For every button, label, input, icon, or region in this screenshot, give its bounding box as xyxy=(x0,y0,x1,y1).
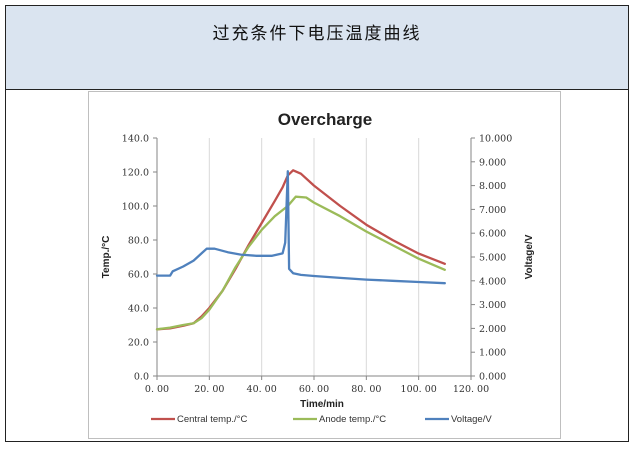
y-right-tick-label: 8.000 xyxy=(479,181,506,192)
y-right-tick-label: 1.000 xyxy=(479,348,506,359)
x-tick-label: 0. 00 xyxy=(145,384,169,395)
y-right-tick-label: 9.000 xyxy=(479,157,506,168)
caption-title: 过充条件下电压温度曲线 xyxy=(212,24,422,44)
y-left-axis-label: Temp./°C xyxy=(101,236,112,279)
y-right-tick-label: 3.000 xyxy=(479,300,506,311)
y-left-tick-label: 80.0 xyxy=(128,236,149,247)
legend-label-2: Voltage/V xyxy=(451,414,492,425)
y-left-tick-label: 120.0 xyxy=(122,168,149,179)
caption-row: 过充条件下电压温度曲线 xyxy=(6,6,628,90)
y-right-tick-label: 7.000 xyxy=(479,205,506,216)
y-right-axis-label: Voltage/V xyxy=(524,234,535,279)
legend-label-1: Anode temp./°C xyxy=(319,414,386,425)
legend: Central temp./°C Anode temp./°C Voltage/V xyxy=(151,414,492,425)
series-line-2 xyxy=(155,170,446,285)
y-right-tick-label: 4.000 xyxy=(479,276,506,287)
chart-title: Overcharge xyxy=(278,110,373,129)
chart-area: Overcharge 0. 00 20. 00 40. 00 60. 00 80. 00… xyxy=(88,91,561,439)
y-right-tick-label: 6.000 xyxy=(479,229,506,240)
figure-frame: 过充条件下电压温度曲线 Overcharge 0. 00 20. 00 40. 00… xyxy=(5,5,629,442)
y-right-tick-label: 2.000 xyxy=(479,324,506,335)
x-axis-label: Time/min xyxy=(300,399,344,410)
x-tick-label: 40. 00 xyxy=(247,384,277,395)
legend-label-0: Central temp./°C xyxy=(177,414,247,425)
y-left-tick-label: 20.0 xyxy=(128,338,149,349)
y-left-tick-label: 100.0 xyxy=(122,202,149,213)
series-line-1 xyxy=(155,195,446,331)
y-right-tick-label: 10.000 xyxy=(479,134,512,145)
x-tick-label: 120. 00 xyxy=(453,384,489,395)
x-tick-label: 80. 00 xyxy=(351,384,381,395)
y-left-tick-label: 140.0 xyxy=(122,134,149,145)
x-tick-label: 20. 00 xyxy=(194,384,224,395)
y-right-tick-label: 5.000 xyxy=(479,253,506,264)
y-right-axis-ticks: 0.000 1.000 2.000 3.000 4.000 5.000 6.000 7.000… xyxy=(471,134,512,383)
y-left-tick-label: 0.0 xyxy=(134,372,149,383)
y-left-tick-label: 60.0 xyxy=(128,270,149,281)
x-tick-label: 60. 00 xyxy=(299,384,329,395)
x-tick-label: 100. 00 xyxy=(401,384,437,395)
x-axis-ticks: 0. 00 20. 00 40. 00 60. 00 80. 00 100. 00 120.… xyxy=(145,376,489,395)
y-left-tick-label: 40.0 xyxy=(128,304,149,315)
series-lines xyxy=(155,169,446,331)
overcharge-chart: Overcharge 0. 00 20. 00 40. 00 60. 00 80. 00… xyxy=(101,110,535,425)
y-left-axis-ticks: 0.0 20.0 40.0 60.0 80.0 100.0 120.0 140.0 xyxy=(122,134,157,383)
grid-lines xyxy=(208,138,472,376)
y-right-tick-label: 0.000 xyxy=(479,372,506,383)
